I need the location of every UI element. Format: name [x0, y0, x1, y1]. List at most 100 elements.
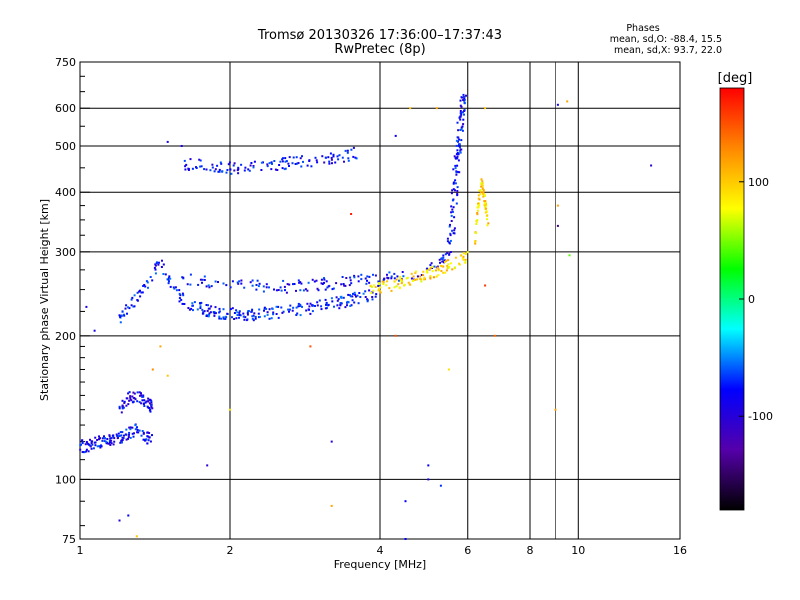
echo-point: [366, 299, 369, 302]
echo-point: [341, 156, 344, 159]
echo-point: [308, 305, 311, 308]
echo-point: [316, 304, 319, 307]
echo-point: [453, 216, 456, 219]
echo-point: [301, 305, 303, 308]
echo-point: [90, 442, 93, 444]
echo-point: [288, 308, 291, 311]
echo-point: [254, 315, 257, 318]
echo-point: [400, 282, 403, 285]
echo-point: [344, 306, 347, 309]
scatter-point: [229, 408, 231, 411]
echo-point: [409, 283, 412, 286]
echo-point: [85, 441, 88, 443]
echo-point: [455, 173, 458, 176]
echo-point: [456, 152, 459, 154]
scatter-point: [166, 140, 169, 143]
echo-point: [240, 279, 243, 282]
scatter-point: [151, 368, 154, 371]
echo-point: [127, 306, 129, 309]
echo-point: [353, 274, 356, 277]
echo-point: [218, 315, 221, 318]
echo-point: [299, 157, 302, 160]
echo-point: [127, 392, 130, 395]
echo-point: [328, 160, 331, 163]
echo-point: [339, 302, 342, 304]
echo-point: [189, 158, 192, 161]
echo-point: [437, 274, 440, 277]
echo-point: [455, 202, 458, 205]
echo-point: [485, 202, 487, 205]
echo-point: [260, 161, 263, 164]
echo-point: [227, 163, 230, 166]
echo-point: [346, 304, 348, 307]
echo-point: [145, 438, 148, 441]
echo-point: [236, 311, 239, 314]
echo-point: [258, 315, 261, 318]
echo-point: [336, 304, 339, 307]
echo-point: [449, 251, 452, 253]
echo-point: [203, 168, 206, 171]
echo-point: [448, 265, 451, 268]
echo-point: [393, 277, 396, 280]
echo-point: [416, 275, 419, 278]
echo-point: [208, 286, 211, 289]
echo-point: [147, 286, 149, 289]
echo-point: [146, 442, 149, 445]
echo-point: [129, 428, 132, 431]
echo-point: [375, 293, 378, 296]
echo-point: [325, 302, 328, 305]
echo-point: [483, 202, 486, 205]
echo-point: [251, 308, 254, 311]
echo-point: [207, 304, 209, 307]
echo-point: [451, 268, 454, 271]
echo-point: [141, 291, 144, 294]
echo-point: [332, 287, 335, 290]
echo-point: [121, 310, 124, 313]
echo-point: [458, 138, 461, 141]
chart-subtitle: RwPretec (8p): [334, 42, 425, 57]
echo-point: [142, 394, 145, 397]
echo-point: [255, 284, 258, 286]
echo-point: [419, 278, 422, 280]
echo-point: [386, 273, 388, 276]
echo-point: [252, 166, 255, 169]
echo-point: [184, 165, 187, 168]
echo-point: [456, 164, 459, 167]
echo-point: [238, 311, 241, 314]
echo-point: [321, 283, 324, 285]
echo-point: [106, 442, 109, 445]
echo-point: [218, 317, 221, 320]
x-tick-label: 6: [464, 544, 471, 557]
echo-point: [364, 296, 367, 298]
echo-point: [480, 182, 483, 185]
echo-point: [460, 113, 463, 116]
echo-point: [142, 285, 145, 287]
echo-point: [183, 303, 186, 305]
echo-point: [125, 304, 128, 307]
echo-point: [131, 296, 134, 299]
echo-point: [296, 162, 299, 165]
echo-point: [118, 407, 121, 410]
echo-point: [94, 444, 97, 447]
echo-point: [278, 164, 281, 166]
echo-point: [356, 294, 359, 297]
echo-point: [200, 165, 203, 168]
echo-point: [99, 446, 102, 449]
echo-point: [217, 281, 219, 283]
echo-point: [449, 232, 452, 235]
echo-point: [373, 284, 376, 287]
echo-point: [331, 288, 334, 291]
echo-point: [187, 307, 190, 309]
echo-point: [133, 294, 136, 297]
echo-point: [447, 259, 450, 262]
echo-point: [123, 314, 126, 317]
echo-point: [366, 279, 368, 282]
echo-point: [377, 280, 380, 283]
echo-point: [333, 305, 335, 308]
echo-point: [464, 260, 467, 263]
echo-point: [121, 407, 124, 410]
echo-point: [226, 312, 229, 315]
echo-point: [314, 305, 316, 307]
echo-point: [315, 159, 318, 162]
